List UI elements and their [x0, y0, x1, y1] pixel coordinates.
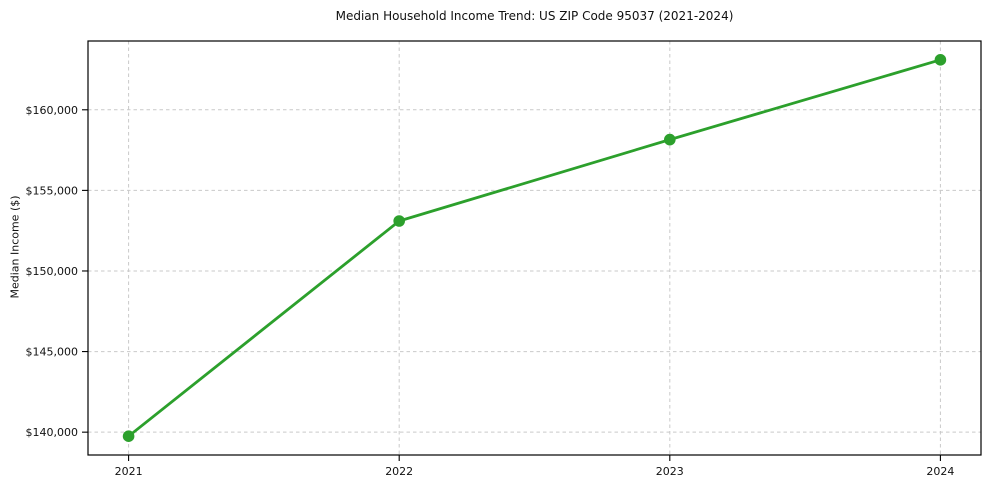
- chart-title: Median Household Income Trend: US ZIP Co…: [335, 9, 734, 23]
- data-point: [934, 54, 947, 66]
- x-tick-label: 2021: [115, 465, 143, 478]
- x-tick-label: 2022: [385, 465, 413, 478]
- data-point: [664, 133, 676, 146]
- x-tick-label: 2024: [926, 465, 954, 478]
- x-tick-label: 2023: [656, 465, 684, 478]
- data-point: [393, 215, 405, 227]
- y-tick-label: $155,000: [26, 184, 79, 197]
- y-tick-label: $160,000: [26, 104, 79, 117]
- y-tick-label: $145,000: [26, 346, 79, 359]
- y-tick-label: $150,000: [26, 265, 79, 278]
- y-tick-label: $140,000: [26, 426, 79, 439]
- data-point: [122, 430, 135, 442]
- y-axis-label: Median Income ($): [8, 195, 22, 299]
- data-line: [127, 58, 942, 438]
- plot-frame: [87, 40, 982, 456]
